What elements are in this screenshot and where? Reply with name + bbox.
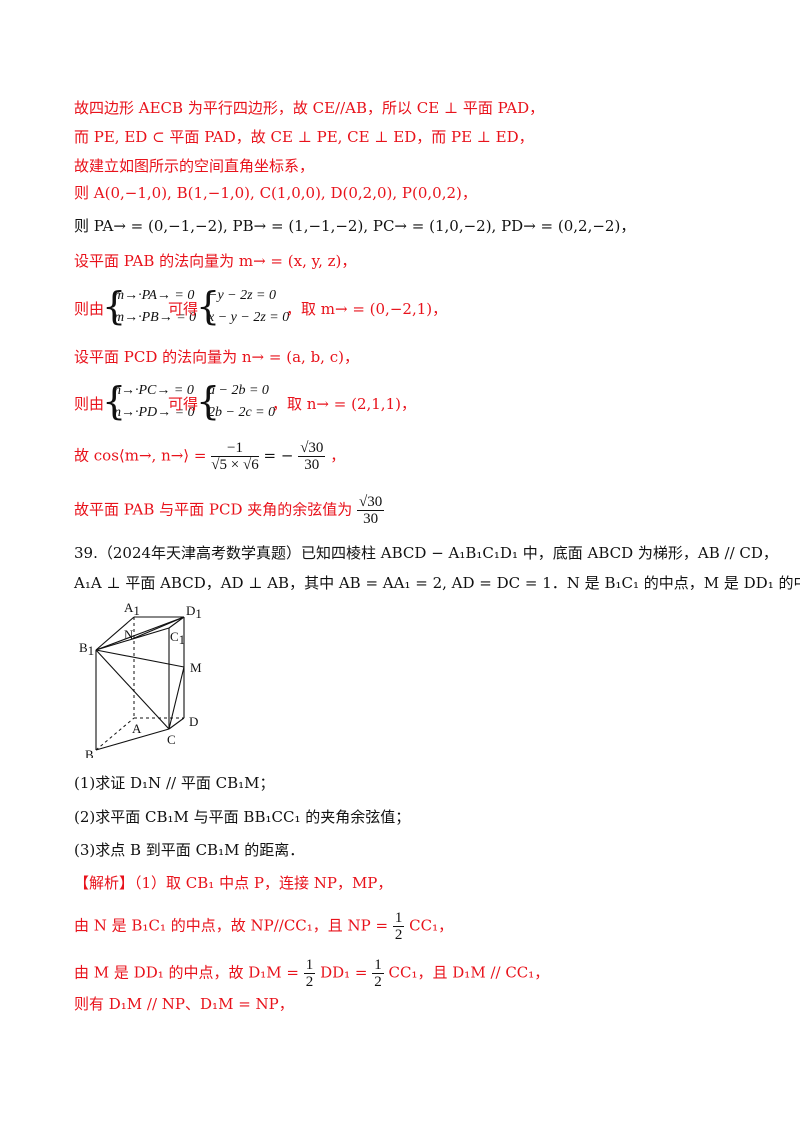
analysis-line-3-fraction-1-num: 1	[303, 957, 316, 974]
system-1-eq-a: m→·PA→ = 0	[114, 288, 195, 303]
solution-line-6: 设平面 PAB 的法向量为 m→ = (x, y, z)，	[74, 252, 357, 270]
conclusion-fraction: √30 30	[357, 494, 385, 527]
analysis-line-1: 【解析】（1）取 CB₁ 中点 P，连接 NP，MP，	[74, 874, 393, 892]
analysis-line-2-fraction-num: 1	[392, 910, 405, 927]
cos-fraction-1-den: √5 × √6	[211, 457, 259, 473]
sub-question-3: (3)求点 B 到平面 CB₁M 的距离．	[74, 841, 305, 859]
label-N: N	[124, 627, 134, 642]
label-C1: C1	[170, 629, 185, 647]
label-B: B	[85, 747, 94, 758]
question-39-line-1: 39.（2024年天津高考数学真题）已知四棱柱 ABCD − A₁B₁C₁D₁ …	[74, 544, 778, 562]
analysis-line-3-fraction-2-num: 1	[372, 957, 384, 974]
system-brace-1: {	[102, 284, 127, 328]
solution-line-4: 则 A(0,−1,0), B(1,−1,0), C(1,0,0), D(0,2,…	[74, 184, 477, 202]
system-4-eq-b: 2b − 2c = 0	[208, 405, 276, 420]
system-1-eq-b: m→·PB→ = 0	[114, 310, 197, 325]
analysis-line-2-text: 由 N 是 B₁C₁ 的中点，故 NP//CC₁，且 NP =	[74, 916, 389, 935]
analysis-line-3-fraction-2-den: 2	[374, 974, 382, 990]
conclusion-fraction-den: 30	[363, 511, 379, 527]
edge-B-C	[95, 728, 170, 751]
analysis-line-3: 由 M 是 DD₁ 的中点，故 D₁M = 1 2 DD₁ = 1 2 CC₁，…	[74, 957, 549, 990]
cos-fraction-1: −1 √5 × √6	[211, 440, 259, 473]
label-M: M	[190, 660, 202, 675]
solution-line-11: 故平面 PAB 与平面 PCD 夹角的余弦值为 √30 30	[74, 494, 385, 527]
sub-question-1: (1)求证 D₁N // 平面 CB₁M；	[74, 774, 275, 792]
solution-line-2: 而 PE, ED ⊂ 平面 PAD，故 CE ⊥ PE, CE ⊥ ED，而 P…	[74, 128, 534, 146]
analysis-line-2-fraction: 1 2	[392, 910, 405, 943]
analysis-line-2-fraction-den: 2	[394, 927, 403, 943]
system-3-eq-a: n→·PC→ = 0	[114, 383, 194, 398]
label-B1: B1	[79, 640, 94, 658]
cos-fraction-2-num: √30	[298, 440, 326, 457]
analysis-line-2: 由 N 是 B₁C₁ 的中点，故 NP//CC₁，且 NP = 1 2 CC₁，	[74, 910, 453, 943]
analysis-line-3-fraction-2: 1 2	[372, 957, 384, 990]
system-brace-4: {	[196, 379, 221, 423]
system-2-eq-a: −y − 2z = 0	[208, 288, 277, 303]
solution-line-9-prefix: 则由	[74, 395, 105, 413]
prism-diagram: A1 D1 N C1 B1 M A D C B	[79, 600, 202, 758]
edge-B-A-hidden	[95, 717, 135, 751]
question-39-line-2: A₁A ⊥ 平面 ABCD，AD ⊥ AB，其中 AB = AA₁ = 2, A…	[74, 574, 800, 592]
cos-fraction-2: √30 30	[298, 440, 326, 473]
conclusion-text: 故平面 PAB 与平面 PCD 夹角的余弦值为	[74, 500, 353, 519]
analysis-line-3-mid: DD₁ =	[320, 963, 368, 982]
system-brace-2: {	[196, 284, 221, 328]
cos-equals: = −	[263, 446, 294, 465]
solution-line-5: 则 PA→ = (0,−1,−2), PB→ = (1,−1,−2), PC→ …	[74, 217, 636, 235]
edge-B1-C	[95, 649, 170, 730]
edge-C-M	[168, 666, 185, 730]
solution-line-8: 设平面 PCD 的法向量为 n→ = (a, b, c)，	[74, 348, 359, 366]
cos-fraction-1-num: −1	[211, 440, 259, 457]
solution-line-9-mid: 可得	[168, 395, 199, 413]
label-A1: A1	[124, 600, 140, 618]
edge-C1-D1	[168, 616, 185, 629]
label-A: A	[132, 721, 142, 736]
analysis-line-4: 则有 D₁M // NP、D₁M = NP，	[74, 995, 294, 1013]
analysis-line-3-fraction-1: 1 2	[303, 957, 316, 990]
conclusion-fraction-num: √30	[357, 494, 385, 511]
edge-D1-N	[131, 616, 185, 640]
system-4-eq-a: a − 2b = 0	[208, 383, 269, 398]
cos-prefix: 故 cos⟨m→, n→⟩ =	[74, 446, 207, 465]
edge-C-D	[168, 717, 185, 730]
sub-question-2: (2)求平面 CB₁M 与平面 BB₁CC₁ 的夹角余弦值；	[74, 808, 411, 826]
analysis-line-3-fraction-1-den: 2	[305, 974, 314, 990]
label-D: D	[189, 714, 198, 729]
edge-B1-D1	[95, 616, 185, 651]
solution-line-7-mid: 可得	[168, 300, 199, 318]
cos-fraction-2-den: 30	[304, 457, 320, 473]
edge-B1-M	[95, 649, 185, 668]
label-D1: D1	[186, 603, 202, 621]
cos-suffix: ，	[330, 446, 346, 465]
solution-line-3: 故建立如图所示的空间直角坐标系，	[74, 157, 315, 175]
analysis-line-2-suffix: CC₁，	[409, 916, 454, 935]
system-3-eq-b: n→·PD→ = 0	[114, 405, 195, 420]
solution-line-10: 故 cos⟨m→, n→⟩ = −1 √5 × √6 = − √30 30 ，	[74, 440, 345, 473]
system-brace-3: {	[102, 379, 127, 423]
solution-line-7-post: ，取 m→ = (0,−2,1)，	[286, 300, 448, 318]
solution-line-1: 故四边形 AECB 为平行四边形，故 CE//AB，所以 CE ⊥ 平面 PAD…	[74, 99, 545, 117]
analysis-line-3-suffix: CC₁，且 D₁M // CC₁，	[388, 963, 550, 982]
label-C: C	[167, 732, 176, 747]
solution-line-9-post: ，取 n→ = (2,1,1)，	[272, 395, 416, 413]
system-2-eq-b: x − y − 2z = 0	[208, 310, 290, 325]
edge-B1-A1	[95, 616, 135, 651]
solution-line-7-prefix: 则由	[74, 300, 105, 318]
analysis-line-3-text: 由 M 是 DD₁ 的中点，故 D₁M =	[74, 963, 300, 982]
